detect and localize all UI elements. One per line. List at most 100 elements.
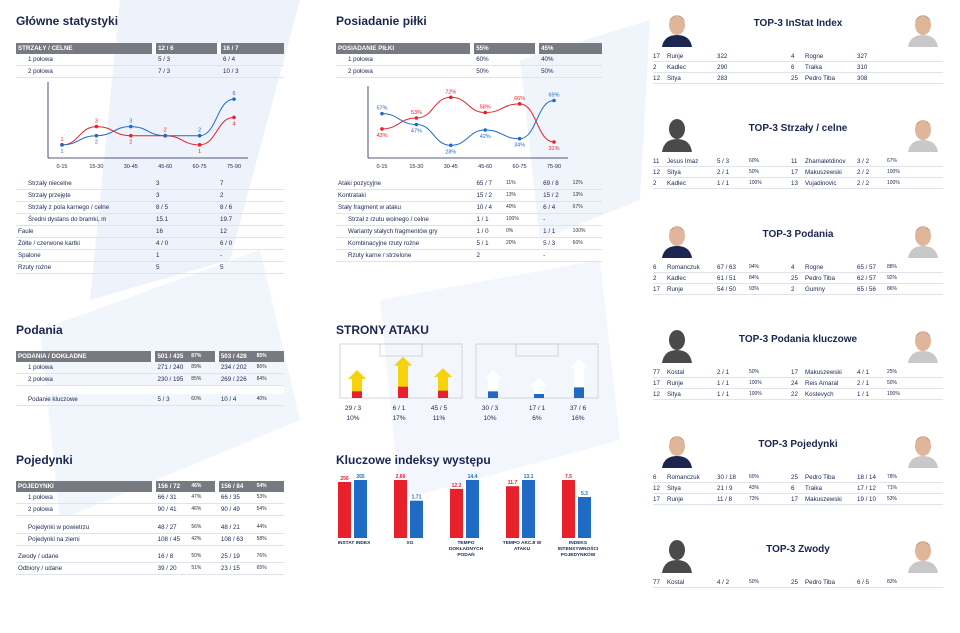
attack-side-pct: 10% (346, 415, 360, 422)
table-row: Rzuty karne / strzelone 2- (336, 249, 602, 262)
player-pct: 93% (749, 286, 760, 292)
player-pct: 100% (887, 391, 900, 397)
blue-data-label: 28% (445, 149, 456, 155)
player-name: Jesus Imaz (667, 158, 699, 165)
player-number: 17 (791, 369, 798, 376)
index-blue-value: 265 (356, 474, 365, 480)
player-value: 4 / 1 (857, 369, 870, 376)
player-row: 17 Runje 1 / 1 100% 24 Reis Amaral 2 / 1 50% (653, 378, 943, 389)
player-name: Rogne (805, 53, 824, 60)
player-number: 11 (653, 158, 660, 165)
player-value: 6 / 5 (857, 579, 870, 586)
player-row: 2 Kadlec 290 6 Traika 310 (653, 62, 943, 73)
attack-side-value: 45 / 5 (430, 405, 448, 412)
attack-side-bar (398, 365, 408, 398)
player-name: Traika (805, 485, 822, 492)
index-bar-red (506, 486, 519, 538)
x-tick-label: 0-15 (376, 164, 387, 170)
possession-line-chart: 0-15 15-30 30-45 45-60 60-75 75-90 43% 53% 72% 58… (367, 86, 568, 170)
player-name: Pedro Tiba (805, 474, 835, 481)
player-pct (749, 73, 791, 83)
player-row: 17 Runje 54 / 50 93% 2 Gumny 65 / 56 86% (653, 284, 943, 295)
player-value: 61 / 51 (717, 275, 736, 282)
key-indexes-section: Kluczowe indeksy występu (336, 453, 491, 467)
player-value: 19 / 10 (857, 496, 876, 503)
attacks-table: Ataki pozycyjne 65 / 7 11% 69 / 8 12% Kontrat… (336, 178, 602, 262)
player-pct: 100% (887, 180, 900, 186)
player-value: 2 / 1 (717, 169, 730, 176)
shots-table: STRZAŁY / CELNE 12 / 6 16 / 7 1 połowa 5 … (16, 43, 284, 78)
player-name: Romanczuk (667, 264, 700, 271)
table-row: Podanie kluczowe 5 / 3 60% 10 / 4 40% (16, 393, 284, 406)
player-name: Vujadinovic (805, 180, 837, 187)
player-row: 77 Kostal 2 / 1 50% 17 Makuszewski 4 / 1 25% (653, 367, 943, 378)
attack-side-value: 17 / 1 (528, 405, 546, 412)
attack-side-pct: 17% (392, 415, 406, 422)
top3-block: TOP-3 Podania kluczowe 77 Kostal 2 / 1 50% 17… (653, 323, 943, 423)
player-name: Sitya (667, 391, 681, 398)
player-number: 4 (791, 53, 795, 60)
player-row: 6 Romanczuk 67 / 63 94% 4 Rogne 65 / 57 88% (653, 262, 943, 273)
top3-block: TOP-3 InStat Index 17 Runje 322 4 Rogne 327 2 Ka… (653, 7, 943, 107)
player-name: Runje (667, 380, 684, 387)
player-placeholder-icon (660, 116, 694, 152)
blue-point (129, 124, 133, 129)
player-number: 77 (653, 579, 660, 586)
passes-title: Podania (16, 323, 63, 337)
x-tick-label: 60-75 (513, 164, 527, 170)
player-value: 67 / 63 (717, 264, 736, 271)
table-row: Faule 16 12 (16, 225, 284, 238)
player-value: 18 / 14 (857, 474, 876, 481)
player-pct: 83% (887, 579, 898, 585)
player-name: Runje (667, 496, 684, 503)
player-value: 4 / 2 (717, 579, 730, 586)
player-value: 2 / 2 (857, 169, 870, 176)
player-value: 1 / 1 (717, 180, 730, 187)
player-pct: 86% (887, 286, 898, 292)
blue-data-label: 1 (60, 149, 63, 155)
attack-side-value: 30 / 3 (481, 405, 499, 412)
attack-side-bar (352, 379, 362, 398)
table-row: Odbiory / udane 39 / 20 51% 23 / 15 65% (16, 562, 284, 575)
possession-section: Posiadanie piłki (336, 14, 427, 28)
blue-series-line (61, 98, 235, 146)
index-bar-blue (354, 480, 367, 538)
table-row: Warianty stałych fragmentów gry 1 / 0 0% 1 … (336, 225, 602, 238)
blue-point (197, 133, 202, 138)
player-pct: 50% (749, 169, 760, 175)
red-data-label: 66% (514, 96, 525, 102)
index-bar-blue (522, 480, 535, 538)
attack-side-value: 37 / 6 (569, 405, 587, 412)
table-row: Strzał z rzutu wolnego / celne 1 / 1 100% - (336, 213, 602, 226)
attack-side-bar (574, 367, 584, 398)
player-value: 2 / 2 (857, 180, 870, 187)
player-value: 5 / 3 (717, 158, 730, 165)
shots-header-team2: 16 / 7 (221, 43, 284, 54)
attack-side-bar (534, 386, 544, 398)
attack-side-value: 6 / 1 (392, 405, 406, 412)
player-value: 310 (857, 64, 868, 71)
player-row: 6 Romanczuk 30 / 18 60% 25 Pedro Tiba 18 / 14 7… (653, 472, 943, 483)
top3-player-rows: 11 Jesus Imaz 5 / 3 60% 11 Zhamaletdinov 3 / 2… (653, 156, 943, 189)
attack-side-pct: 16% (571, 415, 585, 422)
player-value: 54 / 50 (717, 286, 736, 293)
player-number: 25 (791, 275, 798, 282)
player-photo (906, 327, 940, 363)
index-label: TEMPO DOKŁADNYCH PODAŃ (448, 541, 484, 558)
table-row: Pojedynki w powietrzu 48 / 27 56% 48 / 21 44… (16, 521, 284, 534)
player-number: 11 (791, 158, 798, 165)
player-row: 12 Sitya 283 25 Pedro Tiba 308 (653, 73, 943, 84)
player-number: 22 (791, 391, 798, 398)
possession-table: POSIADANIE PIŁKI 55% 45% 1 połowa 60% 40% … (336, 43, 602, 78)
top3-title: TOP-3 Zwody (766, 544, 830, 555)
top3-player-rows: 6 Romanczuk 67 / 63 94% 4 Rogne 65 / 57 88% 2 Kad… (653, 262, 943, 295)
player-row: 12 Sitya 1 / 1 100% 22 Kostevych 1 / 1 100% (653, 389, 943, 400)
red-point (197, 143, 202, 147)
blue-point (380, 111, 384, 116)
top3-player-rows: 6 Romanczuk 30 / 18 60% 25 Pedro Tiba 18 / 14 7… (653, 472, 943, 505)
x-tick-label: 30-45 (444, 164, 458, 170)
player-value: 17 / 12 (857, 485, 876, 492)
table-row: 1 połowa 60% 40% (336, 54, 602, 66)
attack-side-bar-fill (352, 391, 362, 398)
